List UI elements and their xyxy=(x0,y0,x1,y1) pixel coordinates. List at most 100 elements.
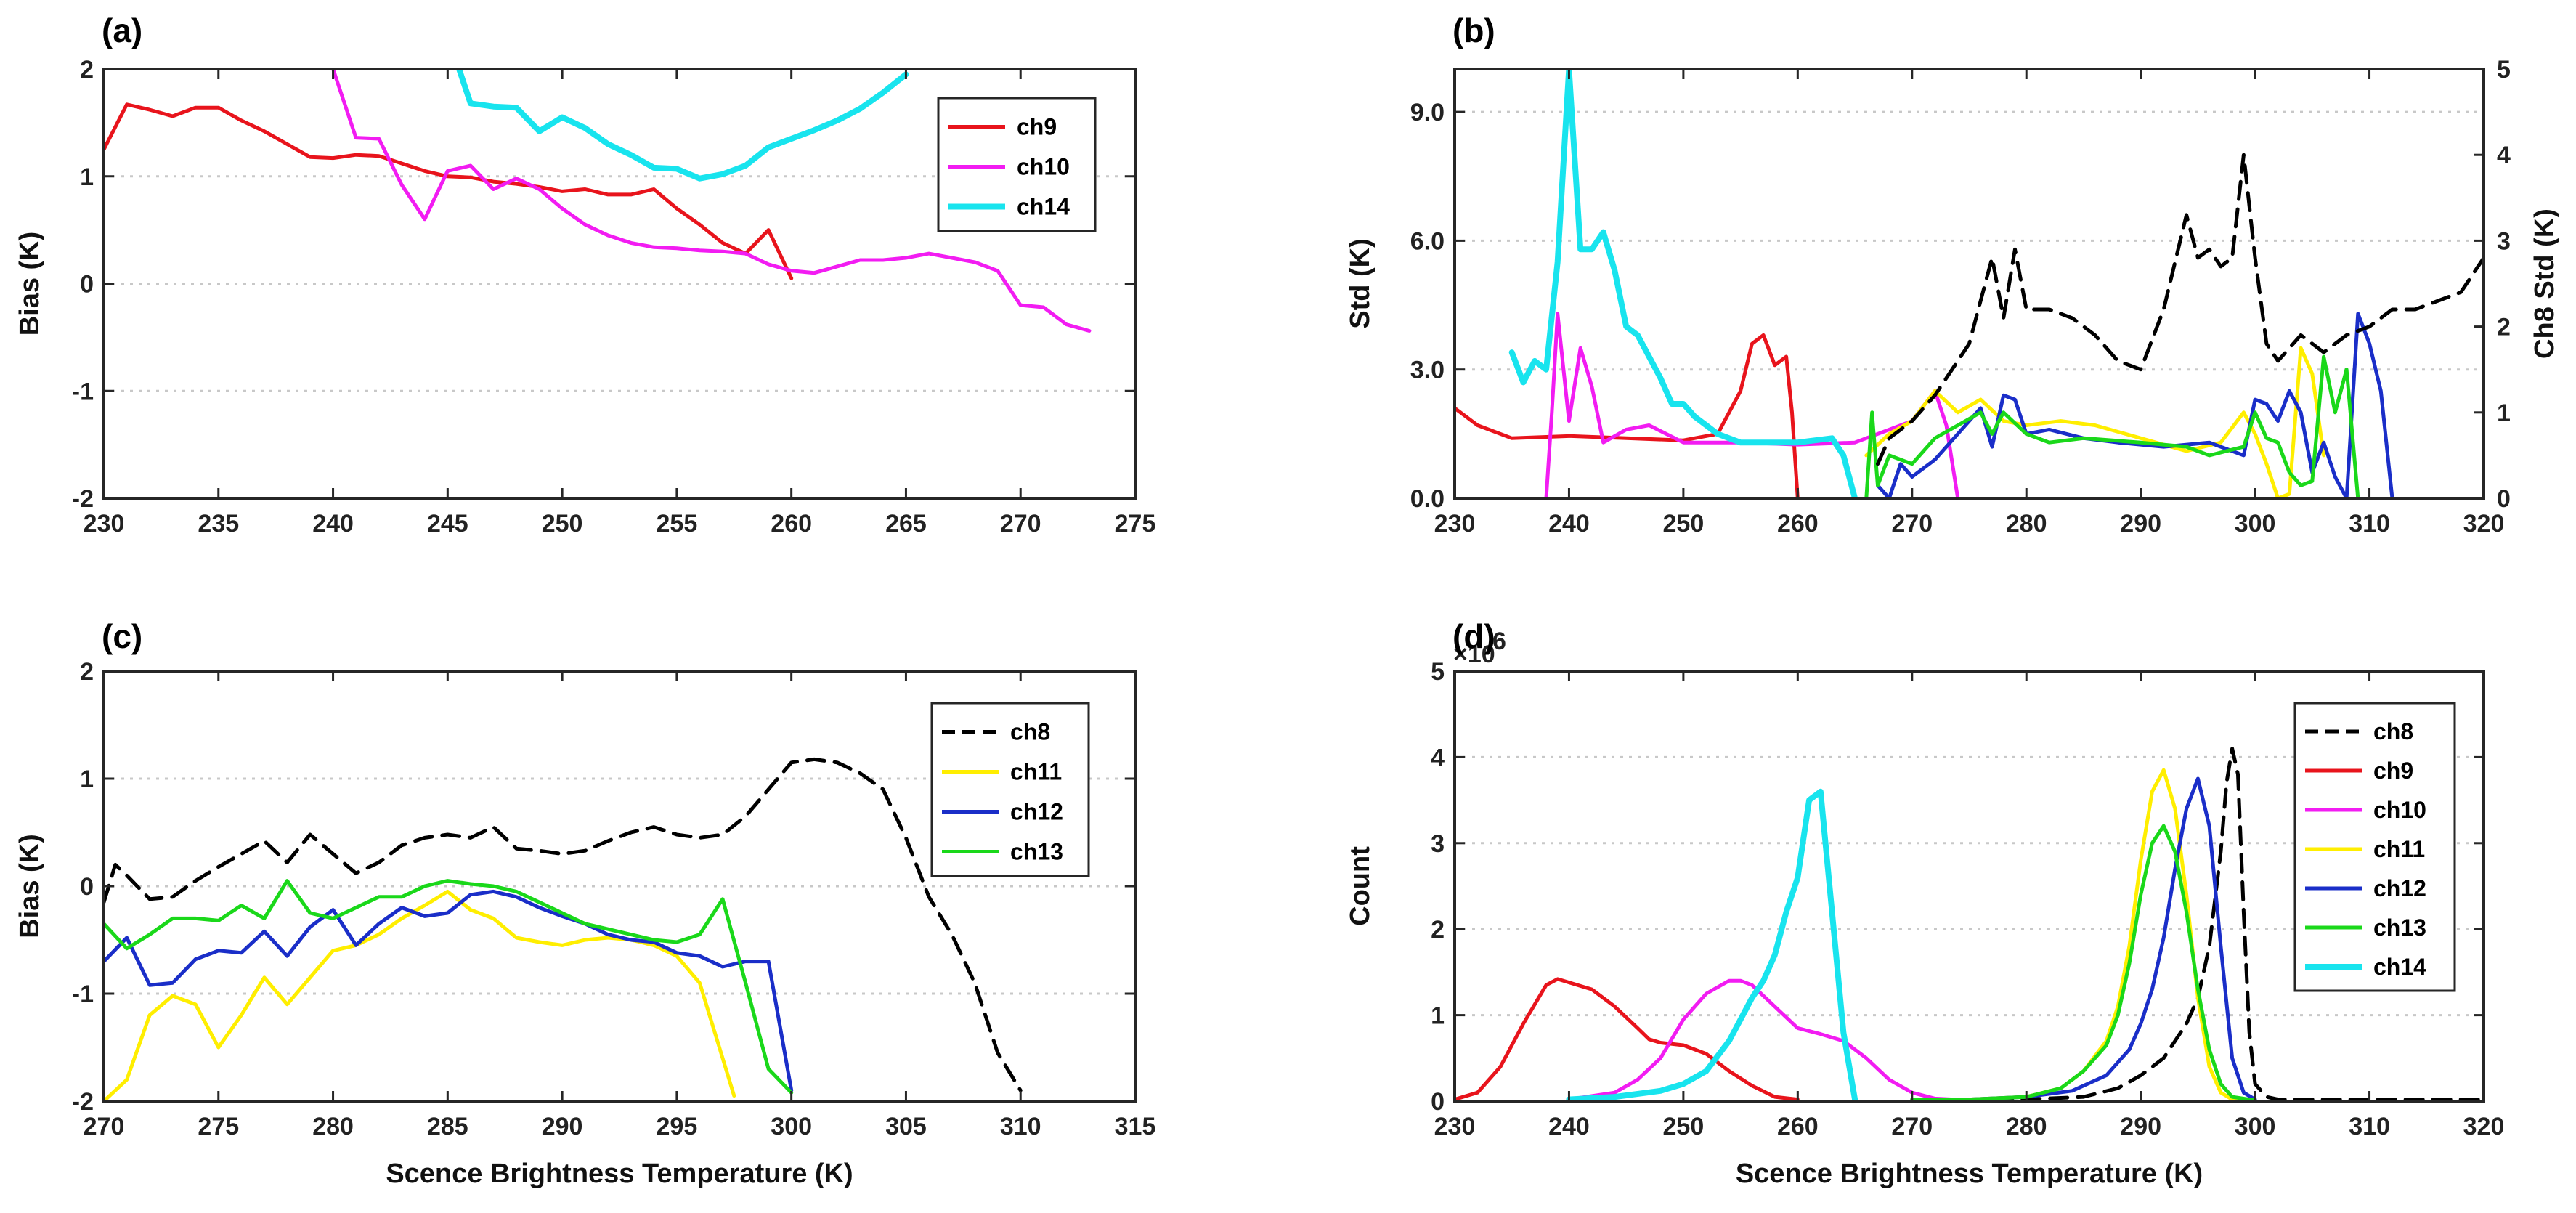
y2-tick-label: 1 xyxy=(2497,399,2511,427)
y-tick-label: 2 xyxy=(80,658,94,686)
y-axis-label: Bias (K) xyxy=(15,232,45,336)
legend-label-ch11: ch11 xyxy=(1010,759,1062,785)
y2-tick-label: 4 xyxy=(2497,142,2511,169)
x-tick-label: 260 xyxy=(771,510,812,537)
y2-tick-label: 2 xyxy=(2497,314,2511,341)
x-tick-label: 315 xyxy=(1115,1113,1156,1140)
series-group xyxy=(104,757,1023,1101)
y-tick-label: 0 xyxy=(80,271,94,299)
y2-axis-label: Ch8 Std (K) xyxy=(2530,208,2560,359)
x-tick-label: 250 xyxy=(1663,510,1705,537)
legend-label-ch12: ch12 xyxy=(2373,875,2426,901)
axes-frame xyxy=(1453,670,2485,1103)
panel-c: 270 275 280 285 290 295 300 305 310 315 -2 -1 0 1 2 Bia… xyxy=(15,617,1155,1189)
series-line-ch14 xyxy=(1566,788,1858,1101)
y-tick-label: 6.0 xyxy=(1410,227,1445,255)
x-tick-label: 280 xyxy=(312,1113,354,1140)
y-axis-label: Bias (K) xyxy=(15,834,45,938)
series-line-ch10 xyxy=(331,69,1092,333)
x-tick-label: 290 xyxy=(542,1113,583,1140)
legend: ch8 ch11 ch12 ch13 xyxy=(930,702,1090,877)
x-tick-label: 295 xyxy=(657,1113,698,1140)
y-tick-label: -1 xyxy=(72,981,94,1008)
y-axis-label: Count xyxy=(1345,846,1376,926)
x-tick-label: 270 xyxy=(1891,510,1933,537)
legend-label-ch8: ch8 xyxy=(1010,719,1050,745)
x-tick-label: 270 xyxy=(84,1113,125,1140)
x-tick-label: 250 xyxy=(1663,1113,1705,1140)
y-tick-label: -1 xyxy=(72,378,94,405)
series-line-ch8 xyxy=(1910,747,2484,1101)
legend-label-ch13: ch13 xyxy=(1010,839,1063,865)
y2-tick-label: 5 xyxy=(2497,56,2511,84)
x-tick-label: 300 xyxy=(2235,1113,2276,1140)
legend-label-ch9: ch9 xyxy=(1017,114,1057,140)
y-multiplier: ×10 xyxy=(1453,641,1495,668)
x-tick-label: 305 xyxy=(885,1113,927,1140)
y-tick-label: 0 xyxy=(1431,1088,1445,1116)
panel-label: (c) xyxy=(102,617,142,655)
legend-box xyxy=(2293,702,2456,992)
x-tick-label: 230 xyxy=(1434,510,1476,537)
x-axis-label: Scence Brightness Temperature (K) xyxy=(1736,1159,2203,1189)
y-tick-label: 2 xyxy=(80,56,94,84)
legend-label-ch8: ch8 xyxy=(2373,718,2413,745)
panel-label: (a) xyxy=(102,12,142,49)
y-tick-label: 5 xyxy=(1431,658,1445,686)
y-axis-label: Std (K) xyxy=(1345,238,1376,329)
y-tick-label: 4 xyxy=(1431,744,1445,771)
x-tick-label: 320 xyxy=(2463,510,2505,537)
x-tick-label: 265 xyxy=(885,510,927,537)
x-tick-label: 235 xyxy=(198,510,239,537)
series-line-ch13 xyxy=(1864,354,2360,498)
x-tick-label: 310 xyxy=(1000,1113,1041,1140)
y-tick-label: 0.0 xyxy=(1410,485,1445,513)
series-line-ch13 xyxy=(1910,824,2257,1101)
legend-label-ch9: ch9 xyxy=(2373,758,2413,784)
x-tick-label: 270 xyxy=(1891,1113,1933,1140)
x-tick-label: 320 xyxy=(2463,1113,2505,1140)
y-tick-label: 0 xyxy=(80,873,94,901)
axes-frame xyxy=(1453,68,2485,500)
x-tick-label: 240 xyxy=(1548,510,1590,537)
x-tick-label: 310 xyxy=(2349,1113,2390,1140)
panel-label: (d) xyxy=(1452,617,1495,655)
series-group xyxy=(1455,747,2484,1101)
x-tick-label: 230 xyxy=(1434,1113,1476,1140)
x-tick-label: 280 xyxy=(2006,510,2047,537)
panel-d: 230 240 250 260 270 280 290 300 310 320 0 1 2 3 4 5 Coun… xyxy=(1345,617,2504,1189)
x-tick-label: 275 xyxy=(198,1113,239,1140)
legend: ch9 ch10 ch14 xyxy=(937,97,1097,232)
legend: ch8 ch9 ch10 ch11 ch12 ch13 ch14 xyxy=(2293,702,2456,992)
x-tick-label: 290 xyxy=(2120,510,2161,537)
x-tick-label: 230 xyxy=(84,510,125,537)
y2-tick-label: 0 xyxy=(2497,485,2511,513)
series-line-ch11 xyxy=(1910,768,2257,1101)
legend-label-ch10: ch10 xyxy=(1017,154,1070,180)
series-line-ch9 xyxy=(1455,333,1800,498)
y-tick-label: 1 xyxy=(1431,1002,1445,1030)
x-tick-label: 255 xyxy=(657,510,698,537)
series-line-ch13 xyxy=(104,879,794,1095)
legend-label-ch14: ch14 xyxy=(1017,194,1070,220)
x-tick-label: 245 xyxy=(427,510,468,537)
series-line-ch9 xyxy=(1455,977,1800,1101)
y-tick-label: -2 xyxy=(72,1088,94,1116)
x-tick-label: 300 xyxy=(2235,510,2276,537)
legend-label-ch14: ch14 xyxy=(2373,954,2426,980)
series-line-ch10 xyxy=(1544,312,1960,498)
legend-label-ch10: ch10 xyxy=(2373,797,2426,823)
series-line-ch12 xyxy=(104,889,794,1092)
legend-label-ch12: ch12 xyxy=(1010,799,1063,825)
x-axis-label: Scence Brightness Temperature (K) xyxy=(386,1159,853,1189)
x-tick-label: 310 xyxy=(2349,510,2390,537)
y2-tick-label: 3 xyxy=(2497,227,2511,255)
y-multiplier-exp: 6 xyxy=(1492,628,1506,655)
series-line-ch10 xyxy=(1567,978,1971,1101)
x-tick-label: 280 xyxy=(2006,1113,2047,1140)
y-tick-label: 1 xyxy=(80,766,94,793)
series-line-ch8 xyxy=(104,757,1023,1092)
series-line-ch14 xyxy=(456,69,909,182)
panel-a: 230 235 240 245 250 255 260 265 270 275 -2 -1 0 1 2 Bia… xyxy=(15,12,1155,537)
x-tick-label: 250 xyxy=(542,510,583,537)
